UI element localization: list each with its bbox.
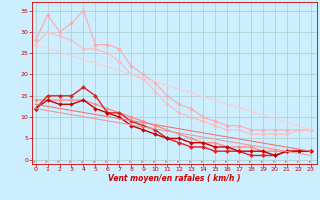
X-axis label: Vent moyen/en rafales ( km/h ): Vent moyen/en rafales ( km/h ) (108, 174, 241, 183)
